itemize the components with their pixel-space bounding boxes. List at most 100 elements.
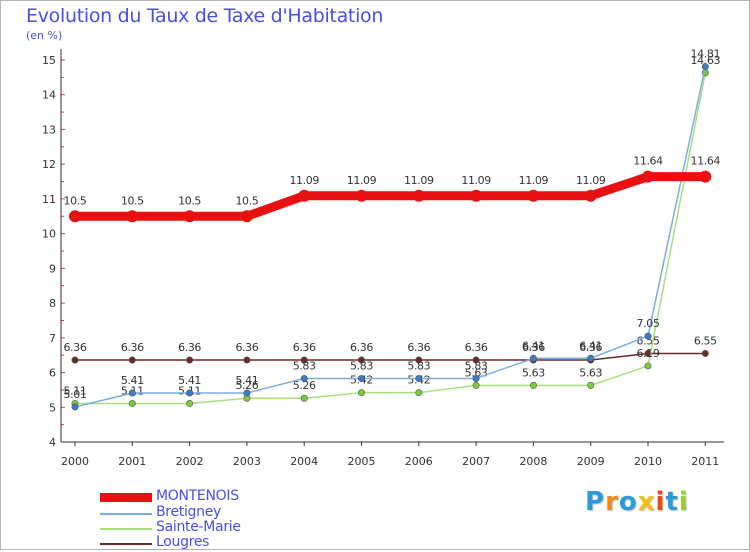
data-point-bretigney-2004 (300, 374, 308, 382)
data-label-sainte-marie-2009: 5.63 (579, 366, 602, 379)
data-point-bretigney-2008 (529, 354, 537, 362)
data-label-bretigney-2000: 5.01 (64, 388, 87, 401)
data-point-montenois-2000 (69, 210, 81, 223)
data-point-bretigney-2000 (71, 403, 79, 411)
data-label-sainte-marie-2000: 5.11 (64, 384, 87, 397)
data-label-montenois-2008: 11.09 (519, 174, 549, 187)
data-label-sainte-marie-2010: 6.19 (637, 347, 660, 360)
data-point-bretigney-2005 (357, 374, 365, 382)
legend-label-bretigney: Bretigney (156, 504, 222, 520)
x-tick-label-2001: 2001 (118, 455, 146, 468)
x-tick-label-2000: 2000 (61, 455, 89, 468)
y-tick-label-13: 13 (42, 123, 56, 136)
data-label-lougres-2002: 6.36 (178, 341, 201, 354)
logo-letter: i (655, 487, 666, 517)
data-point-lougres-2000 (71, 356, 79, 364)
data-label-lougres-2008: 6.36 (522, 341, 545, 354)
x-tick-label-2010: 2010 (634, 455, 662, 468)
data-point-sainte-marie-2009 (587, 381, 595, 389)
data-point-lougres-2011 (701, 349, 709, 357)
legend-label-sainte-marie: Sainte-Marie (156, 519, 241, 535)
data-label-bretigney-2006: 5.83 (407, 359, 430, 372)
data-label-bretigney-2003: 5.41 (235, 374, 258, 387)
data-point-sainte-marie-2002 (186, 399, 194, 407)
logo-letter: r (605, 487, 619, 517)
legend-swatch-sainte-marie (100, 528, 152, 530)
y-tick-label-5: 5 (49, 401, 56, 414)
y-tick-label-11: 11 (42, 193, 56, 206)
data-point-lougres-2003 (243, 356, 251, 364)
data-label-montenois-2002: 10.5 (178, 194, 201, 207)
data-point-montenois-2006 (412, 189, 425, 202)
logo-letter: i (678, 487, 689, 517)
data-point-montenois-2007 (470, 189, 483, 202)
data-point-bretigney-2002 (186, 389, 194, 397)
data-label-bretigney-2005: 5.83 (350, 359, 373, 372)
legend-swatch-lougres (100, 543, 152, 545)
data-label-sainte-marie-2004: 5.26 (293, 379, 316, 392)
data-point-sainte-marie-2008 (529, 381, 537, 389)
data-label-bretigney-2008: 6.41 (522, 339, 545, 352)
data-point-montenois-2011 (699, 170, 712, 183)
data-label-montenois-2005: 11.09 (347, 174, 377, 187)
data-point-bretigney-2011 (701, 63, 709, 71)
legend-label-montenois: MONTENOIS (156, 488, 239, 504)
data-label-montenois-2011: 11.64 (691, 155, 721, 168)
data-point-montenois-2002 (183, 210, 196, 223)
data-point-montenois-2010 (642, 170, 654, 183)
legend-swatch-montenois (100, 493, 152, 502)
y-tick-label-6: 6 (49, 367, 56, 380)
data-label-montenois-2010: 11.64 (633, 155, 663, 168)
data-label-montenois-2001: 10.5 (121, 194, 144, 207)
data-point-montenois-2004 (298, 189, 311, 202)
y-tick-label-7: 7 (49, 332, 56, 345)
y-tick-label-9: 9 (49, 262, 56, 275)
legend-label-lougres: Lougres (156, 534, 210, 550)
x-tick-label-2008: 2008 (519, 455, 547, 468)
data-label-sainte-marie-2003: 5.26 (235, 379, 258, 392)
x-tick-label-2009: 2009 (577, 455, 605, 468)
y-tick-label-12: 12 (42, 158, 56, 171)
data-point-sainte-marie-2005 (357, 389, 365, 397)
data-label-lougres-2007: 6.36 (465, 341, 488, 354)
data-point-montenois-2005 (355, 189, 368, 202)
y-tick-label-4: 4 (49, 436, 56, 449)
data-point-sainte-marie-2001 (128, 399, 136, 407)
x-tick-label-2006: 2006 (405, 455, 433, 468)
series-line-lougres (74, 352, 707, 361)
data-label-bretigney-2010: 7.05 (637, 317, 660, 330)
data-label-sainte-marie-2011: 14.63 (691, 54, 721, 67)
data-point-lougres-2001 (128, 356, 136, 364)
y-tick-label-14: 14 (42, 89, 56, 102)
data-point-montenois-2001 (126, 210, 139, 223)
data-label-bretigney-2007: 5.83 (465, 359, 488, 372)
data-point-sainte-marie-2010 (644, 362, 652, 370)
data-label-bretigney-2001: 5.41 (121, 374, 144, 387)
data-label-bretigney-2002: 5.41 (178, 374, 201, 387)
x-tick-label-2003: 2003 (233, 455, 261, 468)
logo-letter: o (618, 487, 638, 517)
data-label-montenois-2007: 11.09 (461, 174, 491, 187)
data-label-bretigney-2011: 14.81 (691, 48, 721, 61)
data-label-lougres-2003: 6.36 (235, 341, 258, 354)
data-label-lougres-2004: 6.36 (293, 341, 316, 354)
data-label-bretigney-2009: 6.41 (579, 339, 602, 352)
data-point-sainte-marie-2007 (472, 381, 480, 389)
data-label-montenois-2003: 10.5 (235, 194, 258, 207)
data-point-montenois-2003 (240, 210, 253, 223)
data-label-lougres-2000: 6.36 (64, 341, 87, 354)
plot-area (61, 49, 724, 442)
y-tick-label-15: 15 (42, 54, 56, 67)
data-label-lougres-2005: 6.36 (350, 341, 373, 354)
chart-title: Evolution du Taux de Taxe d'Habitation (26, 5, 384, 27)
data-point-bretigney-2007 (472, 374, 480, 382)
data-point-bretigney-2003 (243, 389, 251, 397)
data-label-lougres-2006: 6.36 (407, 341, 430, 354)
data-point-lougres-2002 (186, 356, 194, 364)
data-point-montenois-2009 (584, 189, 597, 202)
data-label-montenois-2000: 10.5 (64, 194, 87, 207)
x-tick-label-2002: 2002 (176, 455, 204, 468)
unit-label: (en %) (26, 29, 63, 42)
data-point-bretigney-2001 (128, 389, 136, 397)
